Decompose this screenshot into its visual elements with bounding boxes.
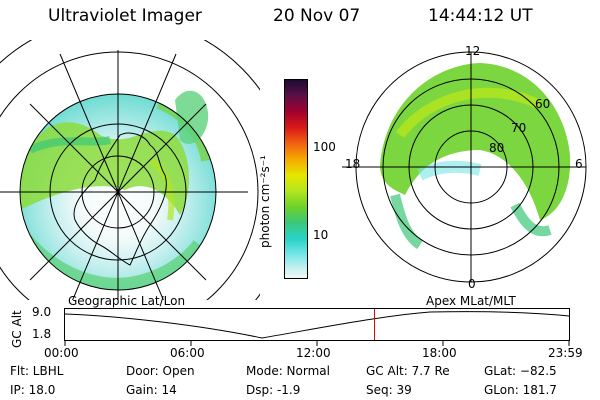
colorbar-tick-10: 10 bbox=[313, 228, 329, 242]
apex-label: Apex MLat/MLT bbox=[426, 294, 516, 308]
mlt-label-0: 0 bbox=[468, 277, 476, 291]
altitude-ytick-min: 1.8 bbox=[32, 327, 52, 341]
glat-readout: GLat: −82.5 bbox=[484, 364, 557, 378]
time-tick-1800: 18:00 bbox=[422, 346, 457, 360]
observation-time: 14:44:12 UT bbox=[428, 6, 533, 26]
mlt-label-12: 12 bbox=[465, 44, 481, 58]
mode-readout: Mode: Normal bbox=[246, 364, 330, 378]
gain-readout: Gain: 14 bbox=[126, 383, 177, 397]
filter-readout: Flt: LBHL bbox=[10, 364, 64, 378]
mlat-label-80: 80 bbox=[489, 141, 505, 155]
altitude-curve bbox=[64, 311, 570, 339]
altitude-ylabel: GC Alt bbox=[10, 310, 24, 348]
instrument-title: Ultraviolet Imager bbox=[48, 6, 202, 26]
seq-readout: Seq: 39 bbox=[366, 383, 412, 397]
colorbar-unit-label: photon cm⁻²s⁻¹ bbox=[258, 155, 272, 248]
geographic-label: Geographic Lat/Lon bbox=[68, 294, 186, 308]
glon-readout: GLon: 181.7 bbox=[484, 383, 557, 397]
dsp-readout: Dsp: -1.9 bbox=[246, 383, 301, 397]
time-tick-0000: 00:00 bbox=[44, 346, 79, 360]
colorbar-tick-100: 100 bbox=[313, 140, 336, 154]
observation-date: 20 Nov 07 bbox=[273, 6, 361, 26]
color-scale-bar bbox=[284, 79, 308, 279]
altitude-ytick-max: 9.0 bbox=[32, 305, 52, 319]
magnetic-auroral-image bbox=[342, 51, 587, 283]
altitude-plot-frame bbox=[64, 308, 570, 341]
gc-alt-readout: GC Alt: 7.7 Re bbox=[366, 364, 450, 378]
time-tick-1200: 12:00 bbox=[296, 346, 331, 360]
mlt-label-6: 6 bbox=[575, 157, 583, 171]
mlat-label-60: 60 bbox=[535, 97, 551, 111]
door-readout: Door: Open bbox=[126, 364, 195, 378]
ip-readout: IP: 18.0 bbox=[10, 383, 56, 397]
geographic-auroral-image bbox=[0, 40, 260, 300]
mlt-label-18: 18 bbox=[345, 157, 361, 171]
time-tick-2359: 23:59 bbox=[548, 346, 583, 360]
time-tick-0600: 06:00 bbox=[170, 346, 205, 360]
mlat-label-70: 70 bbox=[511, 121, 527, 135]
altitude-plot bbox=[64, 308, 570, 346]
